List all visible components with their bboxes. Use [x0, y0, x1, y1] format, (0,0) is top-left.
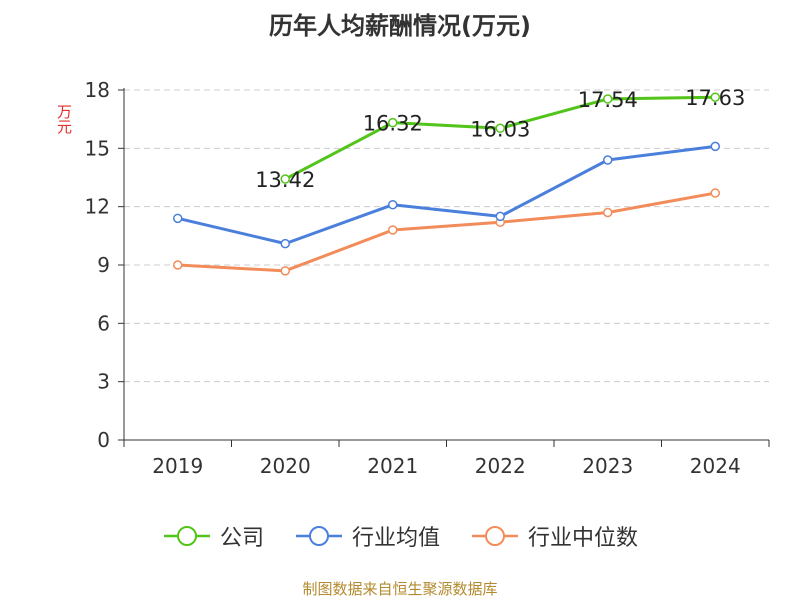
x-tick-label: 2024	[690, 454, 741, 478]
data-point	[280, 238, 290, 249]
data-point	[495, 211, 505, 222]
data-point	[603, 207, 613, 218]
y-tick-label: 12	[85, 195, 110, 219]
legend-label: 行业中位数	[528, 526, 639, 551]
x-tick-label: 2021	[367, 454, 418, 478]
legend-line-circle-icon	[472, 526, 518, 546]
data-label: 16.03	[470, 117, 530, 141]
data-label: 16.32	[363, 112, 423, 136]
legend-label: 公司	[219, 526, 264, 551]
data-label: 17.54	[578, 88, 638, 112]
series-line	[177, 191, 716, 273]
y-tick-label: 15	[85, 136, 110, 160]
data-label: 13.42	[255, 168, 315, 192]
data-point	[388, 199, 398, 210]
data-point	[495, 123, 505, 134]
data-label: 17.63	[685, 86, 745, 110]
data-point	[173, 260, 183, 270]
data-point	[280, 266, 290, 276]
legend-item[interactable]: 行业中位数	[470, 520, 638, 552]
y-axis-label: 万元	[55, 104, 73, 134]
data-point	[280, 174, 290, 184]
legend-line-circle-icon	[163, 526, 210, 546]
data-point	[710, 188, 720, 198]
y-tick-label: 6	[97, 311, 110, 335]
x-tick-label: 2023	[582, 454, 633, 478]
x-tick-label: 2019	[152, 454, 203, 478]
source-note: 制图数据来自恒生聚源数据库	[302, 580, 498, 598]
chart-title: 历年人均薪酬情况(万元)	[269, 12, 531, 40]
x-tick-label: 2020	[260, 454, 311, 478]
data-point	[388, 117, 398, 128]
legend-label: 行业均值	[351, 526, 440, 551]
x-tick-label: 2022	[475, 454, 526, 478]
y-tick-label: 3	[97, 370, 110, 394]
legend-item[interactable]: 公司	[162, 520, 264, 552]
y-tick-label: 9	[97, 253, 110, 277]
data-point	[710, 92, 720, 102]
data-point	[603, 155, 613, 165]
data-point	[603, 94, 613, 104]
y-tick-label: 0	[97, 428, 110, 452]
data-point	[388, 225, 398, 235]
data-point	[173, 213, 183, 224]
legend-item[interactable]: 行业均值	[294, 520, 440, 552]
legend: 公司 行业均值 行业中位数	[0, 520, 800, 552]
legend-line-circle-icon	[295, 526, 342, 546]
data-point	[710, 141, 720, 152]
y-tick-label: 18	[85, 78, 110, 102]
series-line	[177, 144, 716, 246]
